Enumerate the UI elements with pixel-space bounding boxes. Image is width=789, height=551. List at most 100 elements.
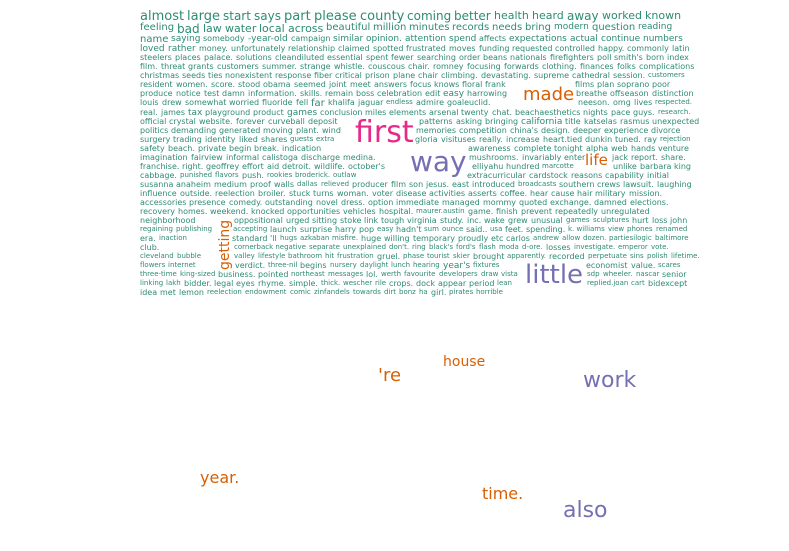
word: respected. [655, 98, 692, 106]
word: temporary [413, 234, 456, 243]
word: regaining [140, 225, 173, 233]
word: health [494, 9, 529, 22]
word: barbara [640, 162, 672, 171]
word: prevent [521, 207, 552, 216]
word: unexpected [652, 117, 700, 126]
word: vote. [651, 243, 669, 251]
word: begin [229, 144, 252, 153]
word: somewhat [185, 98, 227, 107]
word: little [525, 260, 584, 290]
word: expectations [509, 34, 567, 44]
word: complications [639, 62, 695, 71]
word: nationals [510, 53, 547, 62]
word: finances [580, 62, 614, 71]
word: allow [562, 234, 581, 242]
word: similar [333, 34, 364, 44]
word: break. [254, 144, 280, 153]
word: fairview [191, 153, 223, 162]
word: unexplained [343, 243, 387, 251]
word: controlled [555, 44, 595, 53]
word: million [373, 22, 407, 33]
word: apparently. [507, 252, 546, 260]
word: generated [219, 126, 261, 135]
word: competition [459, 126, 507, 135]
word: marcotte [542, 162, 574, 170]
word: pirates [449, 288, 474, 296]
word: knows [434, 80, 460, 89]
word: initial [647, 171, 669, 180]
word: option [368, 198, 394, 207]
word: frustration [337, 252, 374, 260]
word: time. [482, 484, 524, 503]
word: business. [218, 270, 256, 279]
word: surgery [140, 135, 171, 144]
word: score. [211, 80, 236, 89]
word: hands [631, 144, 656, 153]
word: official [140, 117, 167, 126]
word: please [314, 9, 357, 24]
word: bad [177, 22, 200, 36]
word: three-time [140, 270, 177, 278]
word: research. [658, 108, 691, 116]
word: tuned. [615, 135, 641, 144]
word: 'll [270, 234, 277, 243]
word: strange [300, 62, 331, 71]
word: hair [577, 189, 593, 198]
word: money. [199, 44, 228, 53]
word: seeds [182, 71, 206, 80]
word: cleandiluted [275, 53, 325, 62]
word: willing [384, 234, 410, 243]
word: couscous [368, 62, 406, 71]
word: comic [290, 288, 311, 296]
word: ring [412, 243, 426, 251]
word: northeast [291, 270, 325, 278]
word: katselas [584, 117, 617, 126]
word: gloria [415, 135, 438, 144]
word: frustrated [406, 44, 446, 53]
word: invariably [522, 153, 562, 162]
word: mommy [483, 198, 517, 207]
word: hadn't [396, 225, 422, 234]
word: answers [374, 80, 408, 89]
word: d-ore. [522, 243, 543, 251]
word: weekend. [210, 207, 249, 216]
word: medina. [343, 153, 376, 162]
word: damned [594, 198, 627, 207]
word: inaction [159, 234, 187, 242]
word: discharge [301, 153, 340, 162]
word: hit [325, 252, 335, 260]
word: franchise. [140, 162, 180, 171]
word: wake [484, 216, 505, 225]
word: mushrooms. [469, 153, 519, 162]
word: saying [171, 34, 201, 44]
word: awareness [468, 144, 511, 153]
word: plan [597, 80, 615, 89]
word: aid [267, 162, 280, 171]
word: neeson. [578, 98, 610, 107]
word: whistle. [334, 62, 365, 71]
word: notice [176, 89, 201, 98]
word: view [608, 225, 625, 233]
word: poll [597, 53, 612, 62]
word: prison [365, 71, 390, 80]
word: rile [375, 279, 387, 287]
word: start [223, 9, 251, 23]
word: legal [214, 279, 234, 288]
word: cleveland [140, 252, 174, 260]
word: lunch [391, 261, 411, 269]
word: detroit. [282, 162, 312, 171]
word: managed [442, 198, 480, 207]
word: actual [570, 34, 598, 44]
word: calistoga [262, 153, 298, 162]
word: susanna [140, 180, 174, 189]
word: sdp [587, 270, 600, 278]
word: easy [377, 225, 394, 233]
word: numbers [643, 34, 683, 44]
word: ties [208, 71, 223, 80]
word: meet [350, 80, 371, 89]
word: son [409, 180, 424, 189]
word: known [645, 9, 682, 22]
word: arsenal [429, 108, 459, 117]
word: miles [365, 108, 387, 117]
word: local [259, 22, 285, 35]
